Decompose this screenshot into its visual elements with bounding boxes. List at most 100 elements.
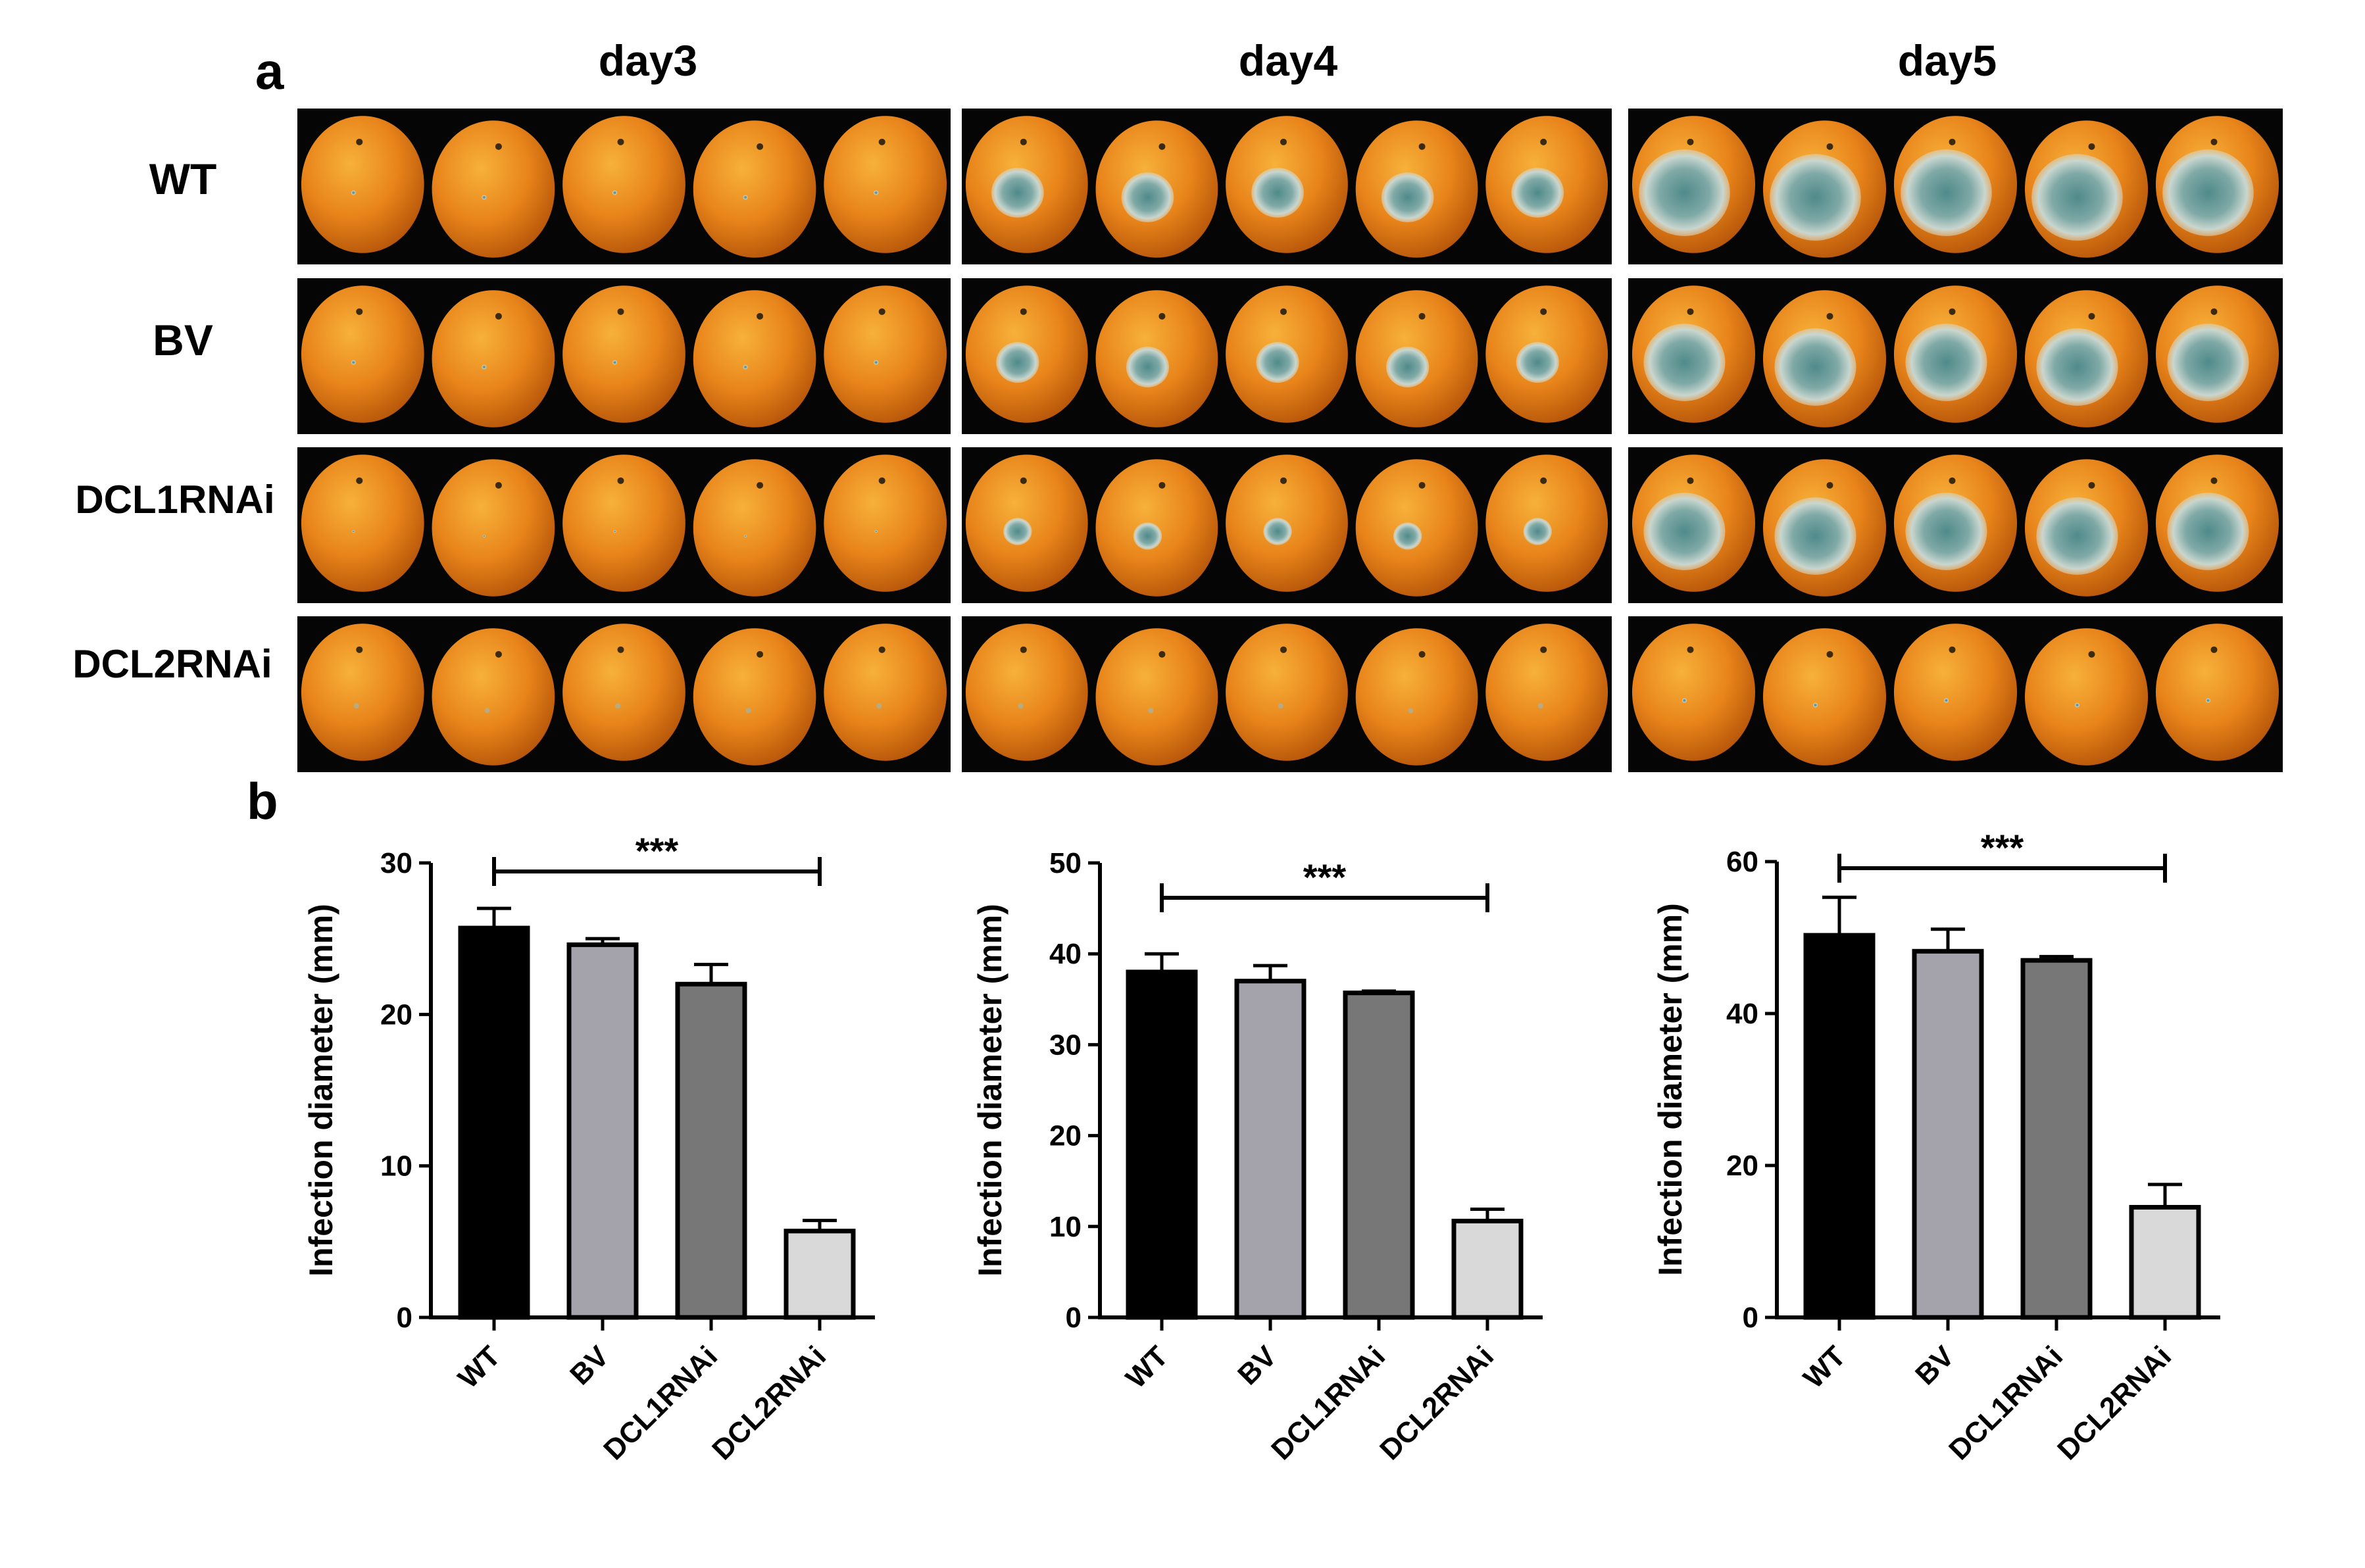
orange-fruit: [965, 116, 1088, 253]
mold-lesion: [1770, 154, 1861, 241]
orange-fruit: [965, 285, 1088, 423]
orange-fruit: [824, 624, 947, 761]
orange-fruit: [301, 624, 424, 761]
orange-fruit: [1226, 116, 1348, 253]
mold-lesion: [1905, 324, 1987, 401]
mold-lesion: [991, 168, 1044, 218]
mold-lesion: [2036, 328, 2118, 406]
x-tick-label: BV: [564, 1340, 615, 1391]
orange-fruit: [1226, 624, 1348, 761]
mold-lesion: [1121, 172, 1174, 222]
mold-lesion: [1251, 168, 1304, 218]
chart-day5: 0 20 40 60 Infection diameter (mm) WT BVDCL1RN…: [1652, 827, 2220, 1466]
y-tick-label: 0: [1743, 1302, 1758, 1334]
photo-cell-bv-day4: [962, 278, 1612, 434]
y-tick-label: 20: [380, 998, 412, 1031]
mold-lesion: [1643, 493, 1726, 570]
orange-fruit: [562, 624, 685, 761]
orange-fruit: [2024, 628, 2149, 766]
column-header-day5: day5: [1898, 36, 1997, 85]
orange-fruit: [1226, 285, 1348, 423]
photo-cell-wt-day5: [1628, 109, 2283, 264]
significance-label: ***: [1981, 827, 2024, 868]
mold-lesion: [996, 342, 1039, 383]
mold-lesion: [1133, 522, 1162, 550]
mold-lesion: [2074, 702, 2080, 708]
bar-bv: [566, 942, 639, 1320]
orange-fruit: [301, 116, 424, 253]
y-axis-label: Infection diameter (mm): [1652, 903, 1689, 1276]
photo-cell-dcl1rnai-day5: [1628, 447, 2283, 603]
chart-day3: 0 10 20 30 Infection diameter (mm) WT BVDCL1RN…: [303, 830, 875, 1466]
bar-wt: [1803, 933, 1876, 1320]
orange-fruit: [1762, 120, 1887, 258]
bar-dcl1rnai: [2020, 958, 2093, 1320]
orange-fruit: [1631, 624, 1756, 761]
photo-cell-bv-day3: [297, 278, 951, 434]
mold-lesion: [743, 534, 747, 538]
orange-fruit: [432, 120, 555, 258]
photo-cell-dcl2rnai-day3: [297, 616, 951, 772]
orange-fruit: [1893, 624, 2018, 761]
orange-fruit: [432, 459, 555, 597]
orange-fruit: [1485, 454, 1608, 592]
orange-fruit: [1355, 290, 1478, 428]
orange-fruit: [1631, 454, 1756, 592]
orange-fruit: [2155, 285, 2279, 423]
significance-label: ***: [1303, 856, 1347, 898]
orange-fruit: [824, 454, 947, 592]
photo-cell-wt-day4: [962, 109, 1612, 264]
mold-lesion: [1901, 149, 1992, 236]
mold-lesion: [1943, 698, 1949, 703]
mold-lesion: [1381, 172, 1434, 222]
photo-cell-dcl1rnai-day3: [297, 447, 951, 603]
orange-fruit: [1762, 290, 1887, 428]
orange-fruit: [1893, 285, 2018, 423]
mold-lesion: [874, 360, 879, 365]
orange-fruit: [965, 624, 1088, 761]
orange-fruit: [1355, 120, 1478, 258]
mold-lesion: [1393, 522, 1422, 550]
mold-lesion: [612, 190, 618, 195]
mold-lesion: [482, 364, 487, 370]
bar-bv: [1234, 979, 1307, 1320]
mold-lesion: [1639, 149, 1730, 236]
y-tick-label: 40: [1726, 998, 1758, 1030]
column-header-day4: day4: [1239, 36, 1338, 85]
x-tick-label: DCL1RNAi: [597, 1340, 724, 1466]
x-tick-label: DCL2RNAi: [706, 1340, 832, 1466]
photo-grid: [297, 109, 2283, 772]
bar-wt: [1126, 969, 1198, 1320]
mold-lesion: [874, 529, 878, 533]
orange-fruit: [824, 285, 947, 423]
bar-dcl1rnai: [675, 981, 747, 1320]
orange-fruit: [1226, 454, 1348, 592]
y-tick-label: 0: [1066, 1302, 1082, 1334]
y-tick-label: 20: [1049, 1120, 1082, 1152]
orange-fruit: [562, 285, 685, 423]
orange-fruit: [1355, 459, 1478, 597]
mold-lesion: [612, 360, 618, 365]
mold-lesion: [482, 534, 486, 538]
mold-lesion: [1003, 518, 1032, 545]
orange-fruit: [1095, 459, 1218, 597]
orange-fruit: [1355, 628, 1478, 766]
orange-fruit: [693, 459, 816, 597]
y-tick-label: 20: [1726, 1150, 1758, 1182]
x-tick-label: WT: [1797, 1340, 1852, 1394]
mold-lesion: [1905, 493, 1987, 570]
mold-lesion: [2167, 324, 2249, 401]
bar-bv: [1912, 948, 1984, 1320]
orange-fruit: [1095, 628, 1218, 766]
orange-fruit: [1485, 116, 1608, 253]
significance-label: ***: [635, 830, 679, 871]
y-tick-label: 30: [380, 847, 412, 879]
photo-cell-dcl2rnai-day4: [962, 616, 1612, 772]
orange-fruit: [693, 290, 816, 428]
x-tick-label: WT: [452, 1340, 507, 1394]
mold-lesion: [1263, 518, 1292, 545]
row-label-wt: WT: [149, 155, 217, 203]
mold-lesion: [1523, 518, 1553, 545]
mold-lesion: [1256, 342, 1299, 383]
